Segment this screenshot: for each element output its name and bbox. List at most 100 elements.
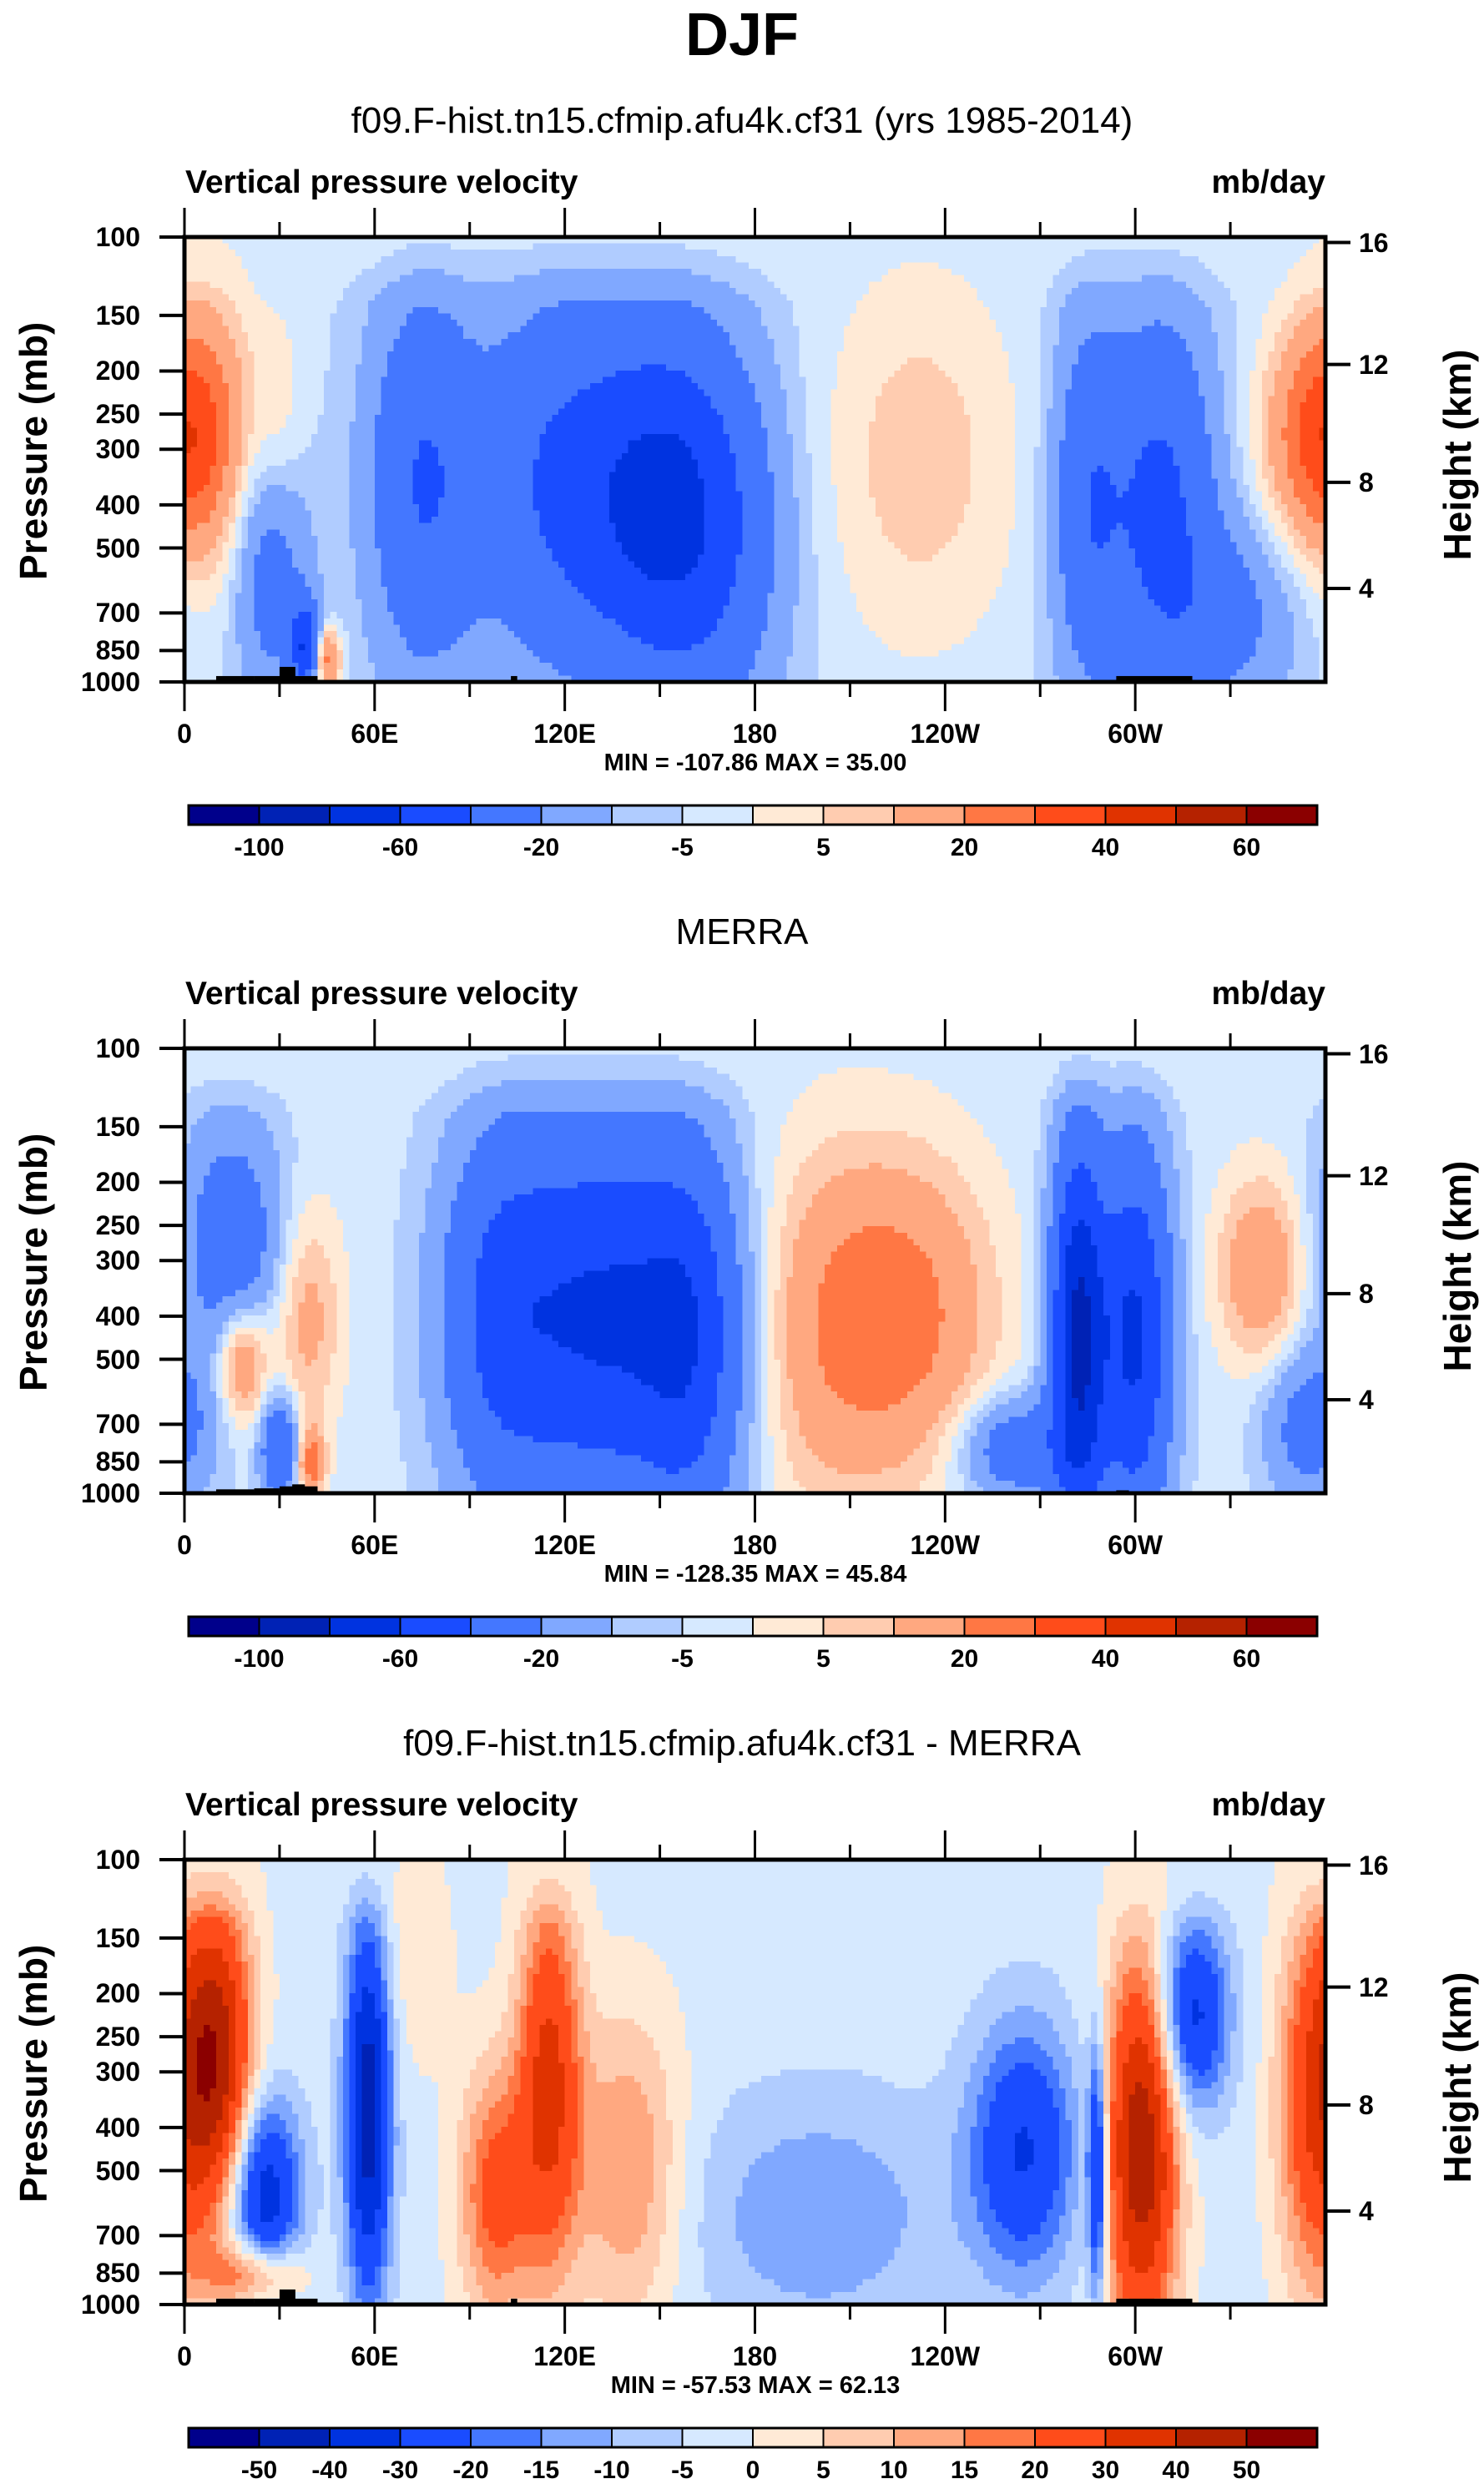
- field-cell: [418, 376, 427, 384]
- field-cell: [799, 408, 806, 416]
- field-cell: [742, 250, 750, 257]
- field-cell: [818, 326, 825, 333]
- field-cell: [704, 370, 711, 378]
- field-cell: [279, 357, 287, 365]
- field-cell: [469, 401, 477, 410]
- field-cell: [476, 332, 483, 340]
- field-cell: [374, 243, 382, 250]
- field-cell: [1078, 313, 1086, 321]
- field-cell: [1078, 319, 1086, 327]
- field-cell: [1185, 326, 1194, 333]
- field-cell: [957, 281, 965, 289]
- field-cell: [209, 389, 217, 396]
- field-cell: [1148, 287, 1155, 295]
- field-cell: [305, 408, 312, 416]
- field-cell: [406, 351, 413, 359]
- field-cell: [1173, 326, 1180, 333]
- field-cell: [342, 262, 351, 270]
- field-cell: [679, 389, 686, 396]
- field-cell: [488, 351, 496, 359]
- field-cell: [1052, 243, 1060, 250]
- field-cell: [1236, 250, 1244, 257]
- field-cell: [215, 262, 224, 270]
- field-cell: [507, 364, 515, 371]
- field-cell: [608, 255, 617, 264]
- field-cell: [761, 332, 769, 340]
- field-cell: [906, 306, 914, 314]
- field-cell: [982, 262, 991, 270]
- field-cell: [513, 281, 522, 289]
- field-cell: [349, 313, 356, 321]
- field-cell: [1002, 389, 1009, 396]
- field-cell: [310, 250, 319, 257]
- field-cell: [1230, 401, 1238, 410]
- field-cell: [577, 275, 585, 282]
- field-cell: [1262, 255, 1269, 264]
- field-cell: [368, 255, 376, 264]
- field-cell: [305, 250, 312, 257]
- field-cell: [1179, 250, 1187, 257]
- field-cell: [970, 383, 977, 391]
- field-cell: [203, 269, 210, 276]
- field-cell: [463, 396, 471, 403]
- field-cell: [469, 351, 477, 359]
- field-cell: [1052, 237, 1060, 245]
- field-cell: [1204, 306, 1212, 314]
- field-cell: [742, 370, 750, 378]
- field-cell: [590, 294, 598, 301]
- field-cell: [520, 389, 527, 396]
- field-cell: [716, 237, 724, 245]
- field-cell: [1160, 332, 1168, 340]
- field-cell: [1072, 243, 1079, 250]
- field-cell: [1148, 250, 1155, 257]
- field-cell: [704, 364, 711, 371]
- field-cell: [875, 396, 882, 403]
- field-cell: [628, 401, 635, 410]
- field-cell: [1148, 357, 1155, 365]
- field-cell: [1255, 313, 1263, 321]
- field-cell: [982, 287, 991, 295]
- field-cell: [1262, 237, 1269, 245]
- field-cell: [1294, 269, 1301, 276]
- field-cell: [266, 306, 274, 314]
- field-cell: [710, 351, 718, 359]
- field-cell: [197, 364, 204, 371]
- field-cell: [1065, 351, 1073, 359]
- field-cell: [926, 345, 933, 352]
- field-cell: [197, 294, 204, 301]
- field-cell: [748, 287, 756, 295]
- field-cell: [1128, 351, 1136, 359]
- field-cell: [1275, 389, 1282, 396]
- field-cell: [425, 345, 432, 352]
- field-cell: [666, 383, 674, 391]
- field-cell: [1230, 306, 1238, 314]
- field-cell: [349, 281, 356, 289]
- field-cell: [628, 306, 635, 314]
- field-cell: [432, 262, 439, 270]
- field-cell: [1072, 319, 1079, 327]
- field-cell: [273, 262, 280, 270]
- field-cell: [469, 357, 477, 365]
- field-cell: [1091, 275, 1098, 282]
- field-cell: [1192, 338, 1199, 346]
- field-cell: [1148, 370, 1155, 378]
- field-cell: [945, 383, 952, 391]
- field-cell: [418, 345, 427, 352]
- field-cell: [748, 401, 756, 410]
- field-cell: [279, 300, 287, 308]
- field-cell: [913, 389, 921, 396]
- field-cell: [1167, 255, 1174, 264]
- field-cell: [305, 357, 312, 365]
- field-cell: [1128, 300, 1136, 308]
- field-cell: [786, 237, 794, 245]
- field-cell: [1128, 376, 1136, 384]
- field-cell: [463, 326, 471, 333]
- field-cell: [450, 281, 458, 289]
- field-cell: [755, 319, 762, 327]
- field-cell: [901, 383, 908, 391]
- field-cell: [710, 313, 718, 321]
- field-cell: [793, 269, 800, 276]
- field-cell: [330, 396, 337, 403]
- field-cell: [317, 351, 325, 359]
- field-cell: [869, 370, 876, 378]
